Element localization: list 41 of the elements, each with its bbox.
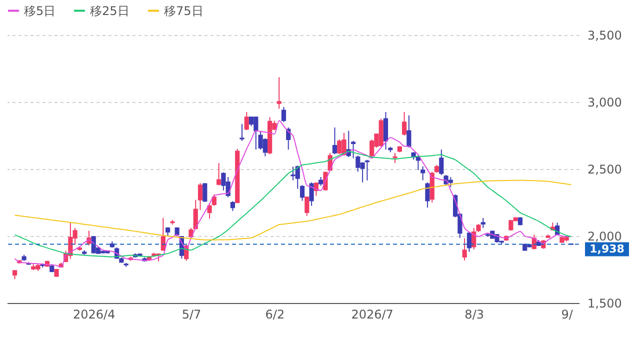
y-tick-label: 2,000 <box>588 230 622 244</box>
candlestick <box>276 76 282 110</box>
ref-line-label: 1,938 <box>590 242 624 256</box>
candlestick <box>383 112 388 150</box>
legend-label: 移75日 <box>164 4 204 18</box>
legend-label: 移25日 <box>90 4 130 18</box>
y-tick-label: 3,500 <box>588 28 622 42</box>
x-tick-label: 5/7 <box>182 308 202 322</box>
candlestick <box>309 182 314 206</box>
y-tick-label: 3,000 <box>588 96 622 110</box>
candlestick <box>281 106 286 123</box>
y-tick-label: 1,500 <box>588 296 622 310</box>
candlestick <box>392 152 398 164</box>
legend-label: 移5日 <box>24 4 56 18</box>
candlestick <box>188 227 194 238</box>
candlestick <box>420 166 426 181</box>
x-tick-label: 2026/7 <box>351 308 394 322</box>
y-tick-label: 2,500 <box>588 162 622 176</box>
candlestick <box>439 149 444 176</box>
candlestick <box>160 217 166 252</box>
x-tick-label: 6/2 <box>265 308 285 322</box>
candlestick <box>332 126 338 155</box>
candlestick <box>240 123 244 142</box>
candlestick <box>193 199 198 230</box>
candlestick <box>462 238 467 261</box>
candlestick <box>198 182 203 210</box>
x-tick-label: 8/3 <box>464 308 484 322</box>
x-tick-label: 2026/4 <box>73 308 116 322</box>
candlestick <box>364 159 370 181</box>
candlestick <box>300 184 305 202</box>
candlestick <box>304 196 310 216</box>
candlestick <box>480 217 486 228</box>
candlestick <box>425 182 430 208</box>
x-tick-label: 9/ <box>561 308 574 322</box>
candlestick <box>402 112 407 136</box>
candlestick <box>466 231 472 252</box>
candlestick <box>230 200 236 212</box>
candlestick <box>216 162 222 186</box>
candlestick <box>244 112 249 131</box>
candlestick <box>406 114 412 148</box>
candlestick <box>202 182 208 202</box>
